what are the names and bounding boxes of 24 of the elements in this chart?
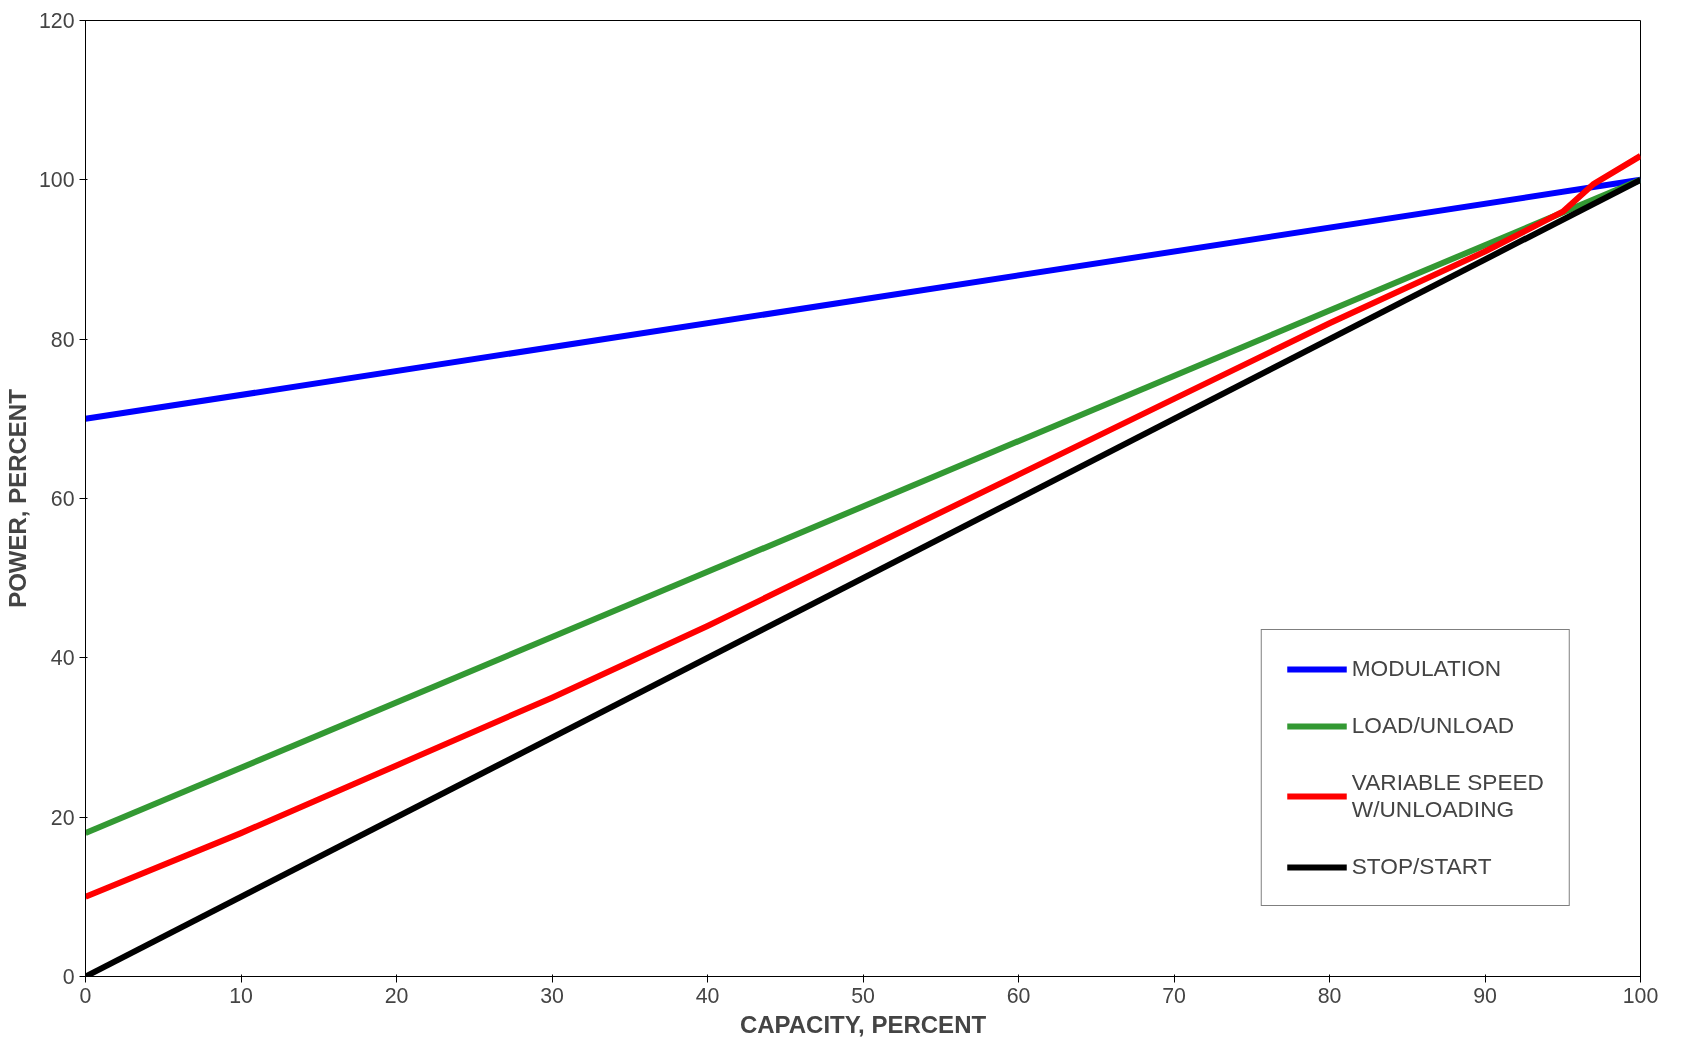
x-tick-label: 10: [229, 983, 253, 1008]
x-tick-label: 90: [1473, 983, 1497, 1008]
legend-label: LOAD/UNLOAD: [1351, 712, 1515, 739]
legend-label: VARIABLE SPEED W/UNLOADING: [1351, 769, 1544, 823]
x-tick-label: 70: [1162, 983, 1186, 1008]
x-tick-label: 40: [695, 983, 720, 1008]
x-tick-label: 60: [1006, 983, 1031, 1008]
x-axis-title: CAPACITY, PERCENT: [739, 1010, 987, 1038]
x-tick-label: 20: [384, 983, 409, 1008]
x-tick-label: 50: [851, 983, 875, 1008]
x-tick-label: 30: [540, 983, 564, 1008]
legend-label: STOP/START: [1351, 853, 1492, 880]
y-tick-label: 80: [50, 327, 75, 352]
x-tick-label: 80: [1317, 983, 1342, 1008]
y-axis-title: POWER, PERCENT: [3, 388, 31, 608]
y-tick-label: 40: [50, 646, 75, 671]
y-tick-label: 60: [50, 487, 75, 511]
y-tick-label: 0: [62, 965, 75, 989]
legend-label: MODULATION: [1351, 655, 1502, 682]
y-tick-label: 100: [38, 168, 75, 193]
x-tick-label: 0: [79, 983, 92, 1008]
y-tick-label: 20: [50, 805, 75, 830]
x-tick-label: 100: [1622, 983, 1659, 1008]
y-tick-label: 120: [38, 9, 75, 33]
